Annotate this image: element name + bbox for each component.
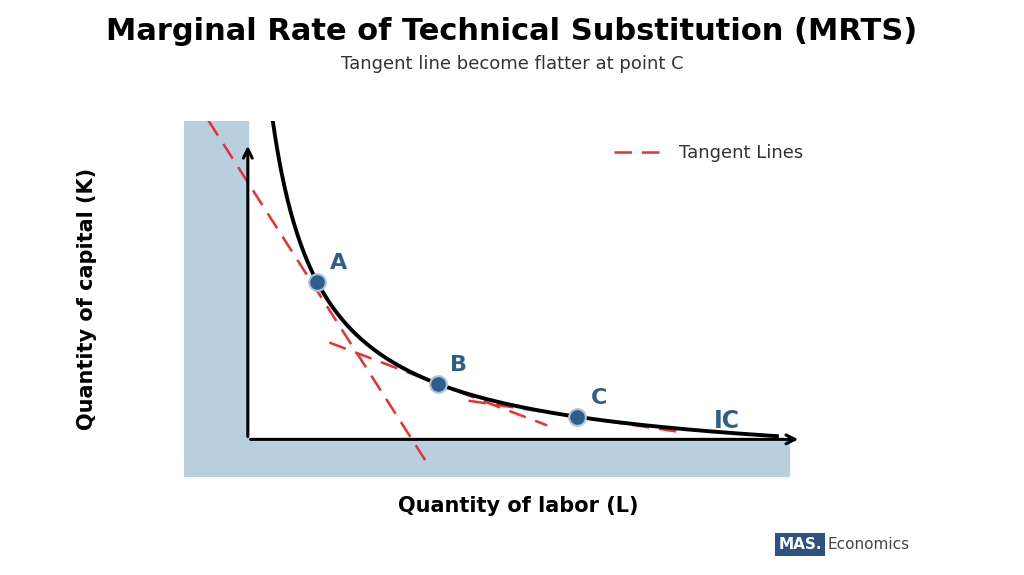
Text: Economics: Economics: [827, 537, 909, 552]
Text: MAS.: MAS.: [778, 537, 821, 552]
Text: IC: IC: [714, 409, 739, 433]
Text: Tangent line become flatter at point C: Tangent line become flatter at point C: [341, 55, 683, 72]
Text: C: C: [591, 388, 607, 408]
Legend: Tangent Lines: Tangent Lines: [606, 137, 810, 170]
Text: Quantity of labor (L): Quantity of labor (L): [398, 496, 639, 516]
Bar: [248, 439, 788, 477]
Text: B: B: [451, 355, 467, 375]
Text: A: A: [330, 253, 347, 273]
Text: Marginal Rate of Technical Substitution (MRTS): Marginal Rate of Technical Substitution …: [106, 17, 918, 46]
Text: Quantity of capital (K): Quantity of capital (K): [77, 168, 97, 430]
Bar: [184, 121, 248, 477]
